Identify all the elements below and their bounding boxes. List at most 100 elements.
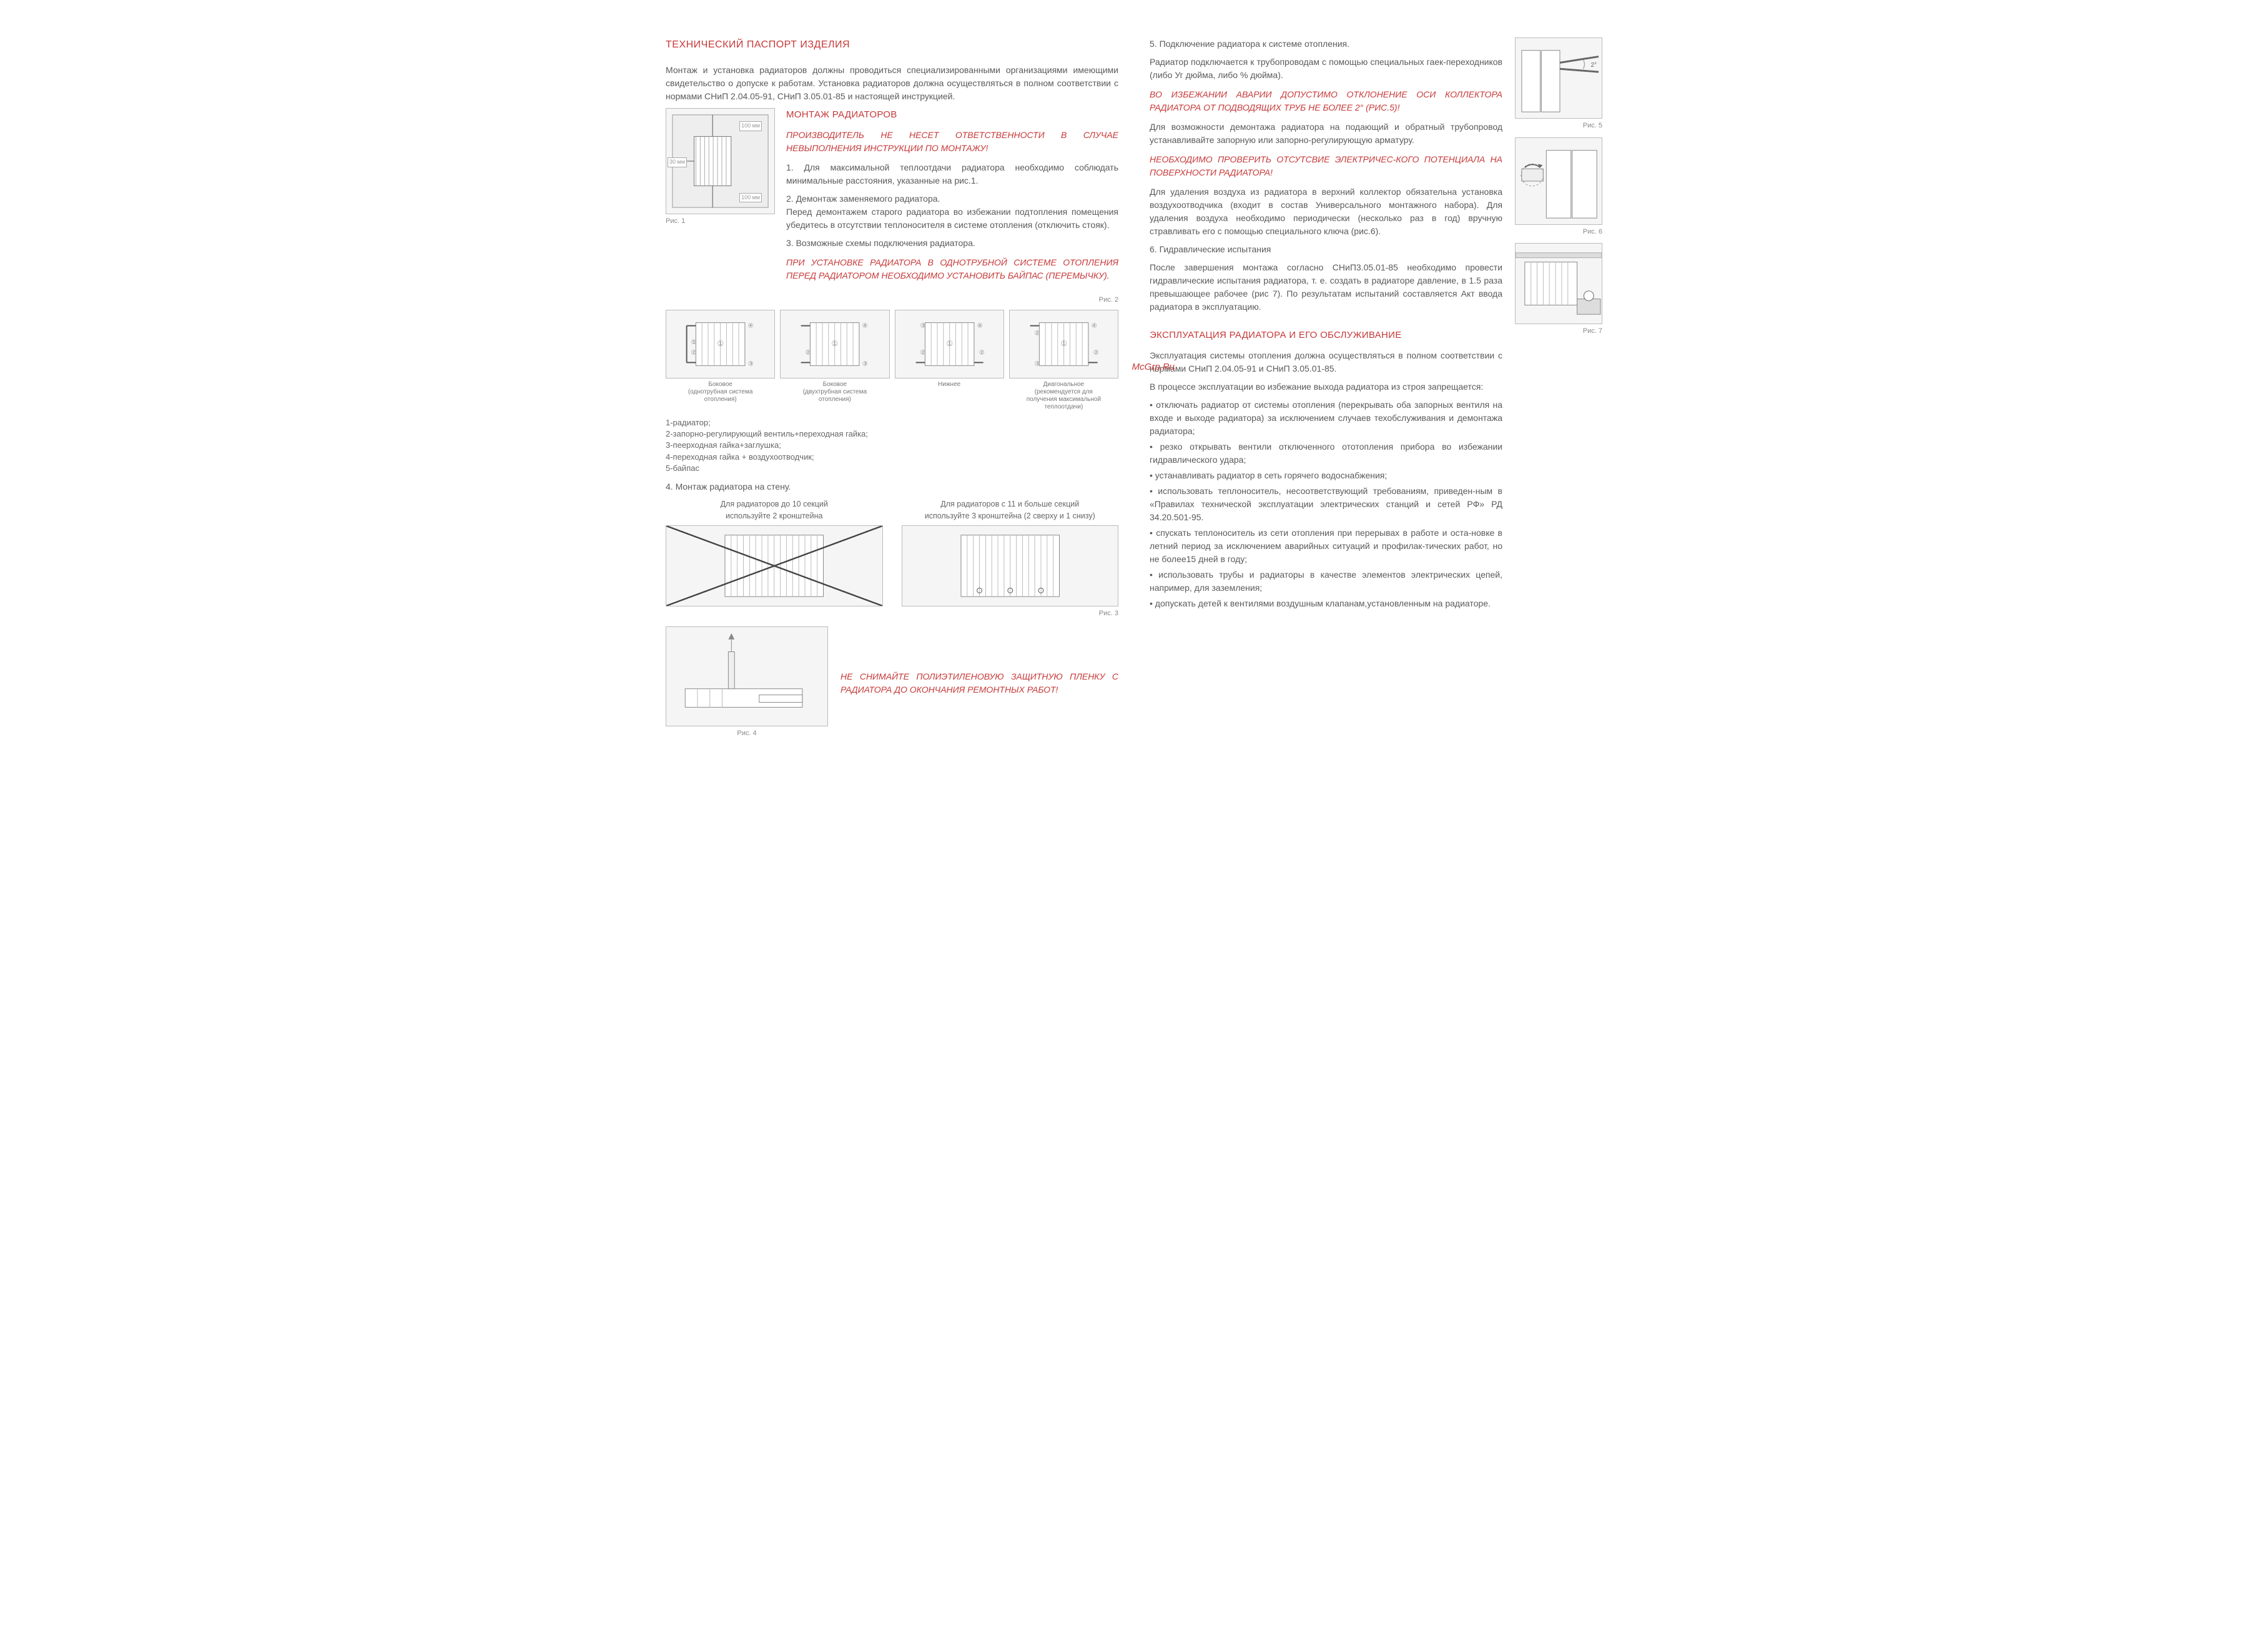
bullet-7: • допускать детей к вентилями воздушным … (1150, 597, 1502, 610)
svg-text:④: ④ (862, 322, 868, 329)
scheme-4-label: Диагональное (рекомендуется для получени… (1009, 381, 1118, 411)
fig4-row: Рис. 4 НЕ СНИМАЙТЕ ПОЛИЭТИЛЕНОВУЮ ЗАЩИТН… (666, 626, 1118, 739)
fig5-diagram: 2° (1515, 37, 1602, 119)
doc-title: ТЕХНИЧЕСКИЙ ПАСПОРТ ИЗДЕЛИЯ (666, 37, 1118, 52)
mount-a-title: Для радиаторов до 10 секций используйте … (666, 498, 883, 522)
scheme-2-label: Боковое (двухтрубная система отопления) (780, 381, 889, 403)
svg-text:②: ② (691, 350, 696, 357)
section-2-title: ЭКСПЛУАТАЦИЯ РАДИАТОРА И ЕГО ОБСЛУЖИВАНИ… (1150, 329, 1502, 343)
warning-4: ВО ИЗБЕЖАНИИ АВАРИИ ДОПУСТИМО ОТКЛОНЕНИЕ… (1150, 88, 1502, 114)
svg-text:②: ② (979, 350, 984, 357)
mounting-options: Для радиаторов до 10 секций используйте … (666, 498, 1118, 619)
warning-3: НЕ СНИМАЙТЕ ПОЛИЭТИЛЕНОВУЮ ЗАЩИТНУЮ ПЛЕН… (841, 670, 1118, 696)
step-5: 5. Подключение радиатора к системе отопл… (1150, 37, 1502, 51)
right-main-text: 5. Подключение радиатора к системе отопл… (1150, 37, 1502, 738)
step-1: 1. Для максимальной теплоотдачи радиатор… (786, 161, 1118, 187)
fig6-wrapper: Рис. 6 (1515, 137, 1602, 237)
warning-1: ПРОИЗВОДИТЕЛЬ НЕ НЕСЕТ ОТВЕТСТВЕННОСТИ В… (786, 129, 1118, 155)
step-3: 3. Возможные схемы подключения радиатора… (786, 237, 1118, 250)
legend-3: 3-пеерходная гайка+заглушка; (666, 440, 1118, 451)
warning-5: НЕОБХОДИМО ПРОВЕРИТЬ ОТСУТСВИЕ ЭЛЕКТРИЧЕ… (1150, 153, 1502, 179)
mount-b-fig (902, 525, 1119, 606)
scheme-2-fig: ① ④ ③ ② (780, 310, 889, 378)
mounting-title: МОНТАЖ РАДИАТОРОВ (786, 108, 1118, 122)
step-2a: 2. Демонтаж заменяемого радиатора. (786, 192, 1118, 205)
bullet-2: • резко открывать вентили отключенного о… (1150, 440, 1502, 467)
svg-text:②: ② (1093, 350, 1099, 357)
prohibitions-list: • отключать радиатор от системы отоплени… (1150, 398, 1502, 610)
schemes-wrapper: ① ④ ③ ⑤ ② Боковое (однотрубная система отопл… (666, 310, 1118, 411)
svg-text:①: ① (946, 340, 953, 348)
svg-text:④: ④ (977, 322, 982, 329)
svg-text:②: ② (1034, 330, 1040, 337)
fig2-caption: Рис. 2 (666, 295, 1118, 305)
left-column: ТЕХНИЧЕСКИЙ ПАСПОРТ ИЗДЕЛИЯ Монтаж и уст… (666, 37, 1118, 738)
step-4: 4. Монтаж радиатора на стену. (666, 480, 1118, 493)
legend-5: 5-байпас (666, 463, 1118, 474)
fig4-diagram (666, 626, 828, 726)
svg-text:①: ① (1060, 340, 1067, 348)
step-2b: Перед демонтажем старого радиатора во из… (786, 205, 1118, 232)
bullet-4: • использовать теплоноситель, несоответс… (1150, 485, 1502, 524)
watermark: McGrp.Ru (1132, 360, 1175, 375)
bullet-3: • устанавливать радиатор в сеть горячего… (1150, 469, 1502, 482)
fig1-wrapper: 100 мм 30 мм 100 мм Рис. 1 (666, 108, 775, 289)
svg-text:②: ② (920, 350, 925, 357)
fig1-and-mounting: 100 мм 30 мм 100 мм Рис. 1 МОНТАЖ РАДИАТ… (666, 108, 1118, 289)
right-figures-column: 2° Рис. 5 Рис. 6 (1515, 37, 1602, 738)
fig1-caption: Рис. 1 (666, 216, 775, 227)
bullet-1: • отключать радиатор от системы отоплени… (1150, 398, 1502, 438)
air-text: Для удаления воздуха из радиатора в верх… (1150, 185, 1502, 238)
scheme-3-fig: ① ③ ④ ② ② (895, 310, 1004, 378)
mounting-text: МОНТАЖ РАДИАТОРОВ ПРОИЗВОДИТЕЛЬ НЕ НЕСЕТ… (786, 108, 1118, 289)
svg-text:①: ① (717, 340, 724, 348)
demount-text: Для возможности демонтажа радиатора на п… (1150, 121, 1502, 147)
fig5-wrapper: 2° Рис. 5 (1515, 37, 1602, 131)
fig4-caption: Рис. 4 (666, 728, 828, 739)
fig7-diagram (1515, 243, 1602, 324)
mount-option-a: Для радиаторов до 10 секций используйте … (666, 498, 883, 619)
svg-text:②: ② (806, 350, 811, 357)
hydro-text: После завершения монтажа согласно СНиП3.… (1150, 261, 1502, 314)
scheme-1-label: Боковое (однотрубная система отопления) (666, 381, 775, 403)
fig5-caption: Рис. 5 (1515, 121, 1602, 131)
bullet-6: • использовать трубы и радиаторы в качес… (1150, 568, 1502, 595)
svg-text:③: ③ (748, 360, 754, 367)
svg-text:④: ④ (748, 322, 754, 329)
fig5-angle-label: 2° (1590, 61, 1597, 70)
intro-paragraph: Монтаж и установка радиаторов должны про… (666, 64, 1118, 103)
svg-text:④: ④ (1092, 322, 1097, 329)
scheme-1-fig: ① ④ ③ ⑤ ② (666, 310, 775, 378)
right-column: 5. Подключение радиатора к системе отопл… (1150, 37, 1602, 738)
fig6-diagram (1515, 137, 1602, 225)
expl-2: В процессе эксплуатации во избежание вых… (1150, 380, 1502, 393)
scheme-4-fig: ①④③②② (1009, 310, 1118, 378)
fig7-caption: Рис. 7 (1515, 326, 1602, 337)
fig3-caption: Рис. 3 (902, 608, 1119, 619)
bullet-5: • спускать теплоноситель из сети отоплен… (1150, 527, 1502, 566)
mount-b-title: Для радиаторов с 11 и больше секций испо… (902, 498, 1119, 522)
svg-text:⑤: ⑤ (691, 339, 696, 346)
warning-2: ПРИ УСТАНОВКЕ РАДИАТОРА В ОДНОТРУБНОЙ СИ… (786, 256, 1118, 282)
fig4-wrapper: Рис. 4 (666, 626, 828, 739)
scheme-4: ①④③②② Диагональное (рекомендуется для по… (1009, 310, 1118, 411)
mount-option-b: Для радиаторов с 11 и больше секций испо… (902, 498, 1119, 619)
fig7-wrapper: Рис. 7 (1515, 243, 1602, 337)
expl-1: Эксплуатация системы отопления должна ос… (1150, 349, 1502, 375)
step-5-text: Радиатор подключается к трубопроводам с … (1150, 56, 1502, 82)
svg-text:③: ③ (920, 322, 925, 329)
scheme-3-label: Нижнее (895, 381, 1004, 388)
step-6: 6. Гидравлические испытания (1150, 243, 1502, 256)
svg-text:①: ① (832, 340, 839, 348)
fig1-dim-bottom: 100 мм (739, 193, 762, 203)
fig1-diagram: 100 мм 30 мм 100 мм (666, 108, 775, 214)
svg-text:③: ③ (862, 360, 868, 367)
scheme-3: ① ③ ④ ② ② Нижнее (895, 310, 1004, 411)
legend-4: 4-переходная гайка + воздухоотводчик; (666, 452, 1118, 463)
legend-2: 2-запорно-регулирующий вентиль+переходна… (666, 428, 1118, 440)
fig1-dim-top: 100 мм (739, 121, 762, 131)
scheme-1: ① ④ ③ ⑤ ② Боковое (однотрубная система отопл… (666, 310, 775, 411)
page-layout: ТЕХНИЧЕСКИЙ ПАСПОРТ ИЗДЕЛИЯ Монтаж и уст… (666, 37, 1602, 738)
mount-a-fig-crossed (666, 525, 883, 606)
schemes-legend: 1-радиатор; 2-запорно-регулирующий венти… (666, 417, 1118, 474)
